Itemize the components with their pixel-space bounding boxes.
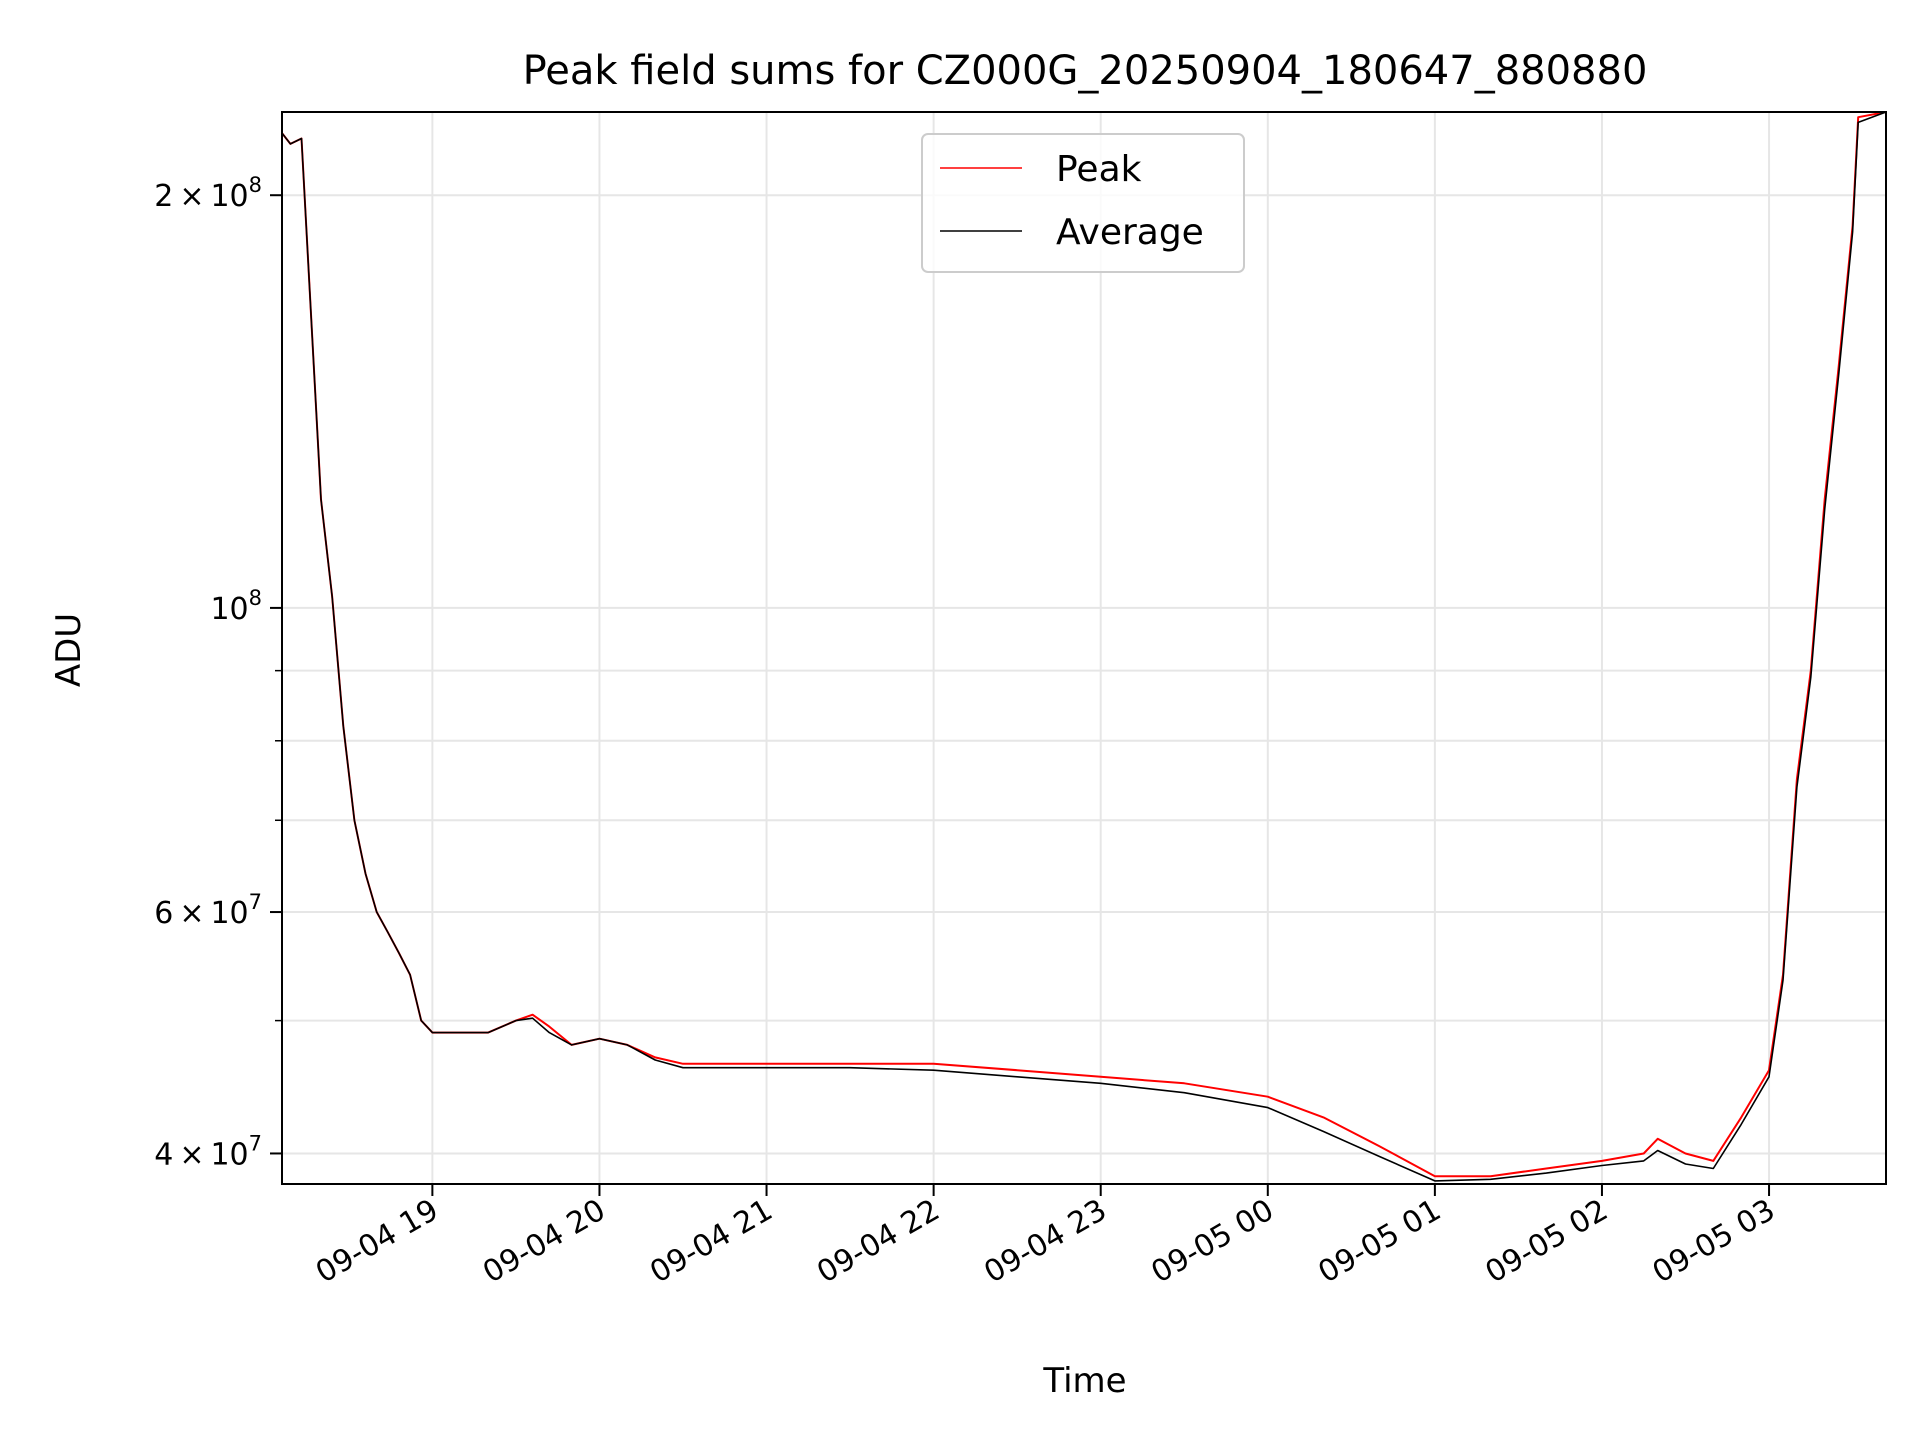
y-tick-label-base: 2 × 10: [154, 179, 248, 214]
x-tick-label: 09-04 23: [978, 1193, 1112, 1291]
y-tick-label-base: 10: [210, 592, 248, 627]
x-tick-label: 09-05 01: [1313, 1193, 1447, 1291]
y-tick-label-base: 4 × 10: [154, 1137, 248, 1172]
x-tick-label: 09-04 21: [644, 1193, 778, 1291]
y-tick-label-exponent: 7: [249, 890, 262, 914]
x-tick-label: 09-05 00: [1145, 1193, 1279, 1291]
series-layer: [281, 111, 1887, 1182]
y-tick-label: 2 × 108: [154, 173, 262, 214]
legend-label-peak: Peak: [1056, 149, 1142, 190]
legend-label-average: Average: [1056, 212, 1204, 253]
plot-frame: [281, 111, 1887, 1185]
y-tick-label: 6 × 107: [154, 890, 262, 931]
x-tick-label: 09-05 03: [1647, 1193, 1781, 1291]
x-tick-label: 09-05 02: [1480, 1193, 1614, 1291]
x-axis-label: Time: [1042, 1361, 1126, 1401]
x-tick-label: 09-04 20: [477, 1193, 611, 1291]
y-tick-label-base: 6 × 10: [154, 896, 248, 931]
series-line-average: [281, 111, 1887, 1182]
y-tick-label: 108: [210, 586, 262, 627]
x-axis: 09-04 19 09-04 20 09-04 21 09-04 22 09-04 23…: [310, 1184, 1781, 1290]
y-axis-label: ADU: [49, 613, 89, 687]
x-tick-label: 09-04 19: [310, 1193, 444, 1291]
y-tick-label: 4 × 107: [154, 1131, 262, 1172]
chart-title: Peak field sums for CZ000G_20250904_1806…: [523, 48, 1648, 94]
legend: Peak Average: [921, 133, 1245, 273]
x-tick-label: 09-04 22: [811, 1193, 945, 1291]
y-tick-label-exponent: 8: [249, 173, 262, 197]
y-tick-label-exponent: 8: [249, 586, 262, 610]
y-tick-label-exponent: 7: [249, 1131, 262, 1155]
